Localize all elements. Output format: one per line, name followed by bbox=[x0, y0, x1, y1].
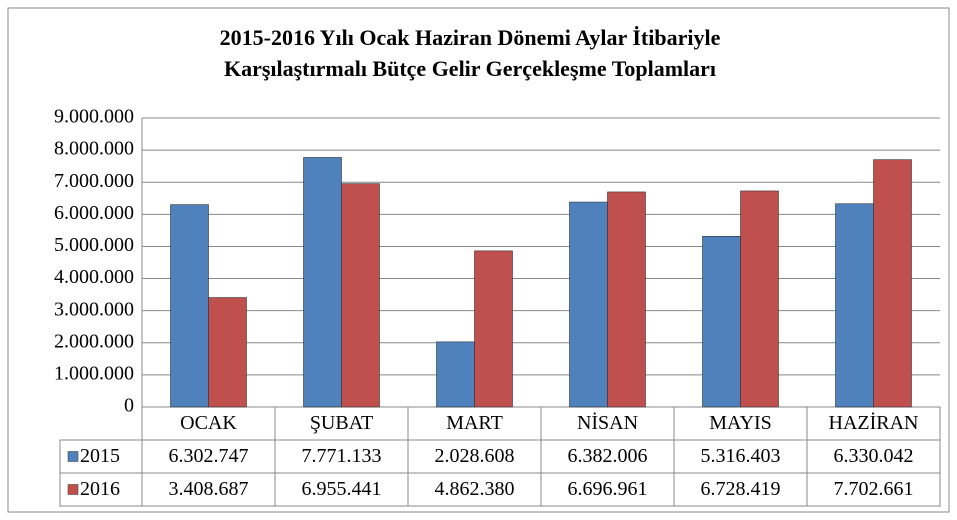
chart-title: 2015-2016 Yılı Ocak Haziran Dönemi Aylar… bbox=[220, 25, 721, 50]
table-value: 3.408.687 bbox=[169, 478, 249, 500]
table-value: 6.330.042 bbox=[834, 445, 914, 467]
y-tick-label: 8.000.000 bbox=[54, 138, 134, 160]
bar bbox=[436, 341, 475, 408]
y-tick-label: 2.000.000 bbox=[54, 330, 134, 352]
bar bbox=[873, 159, 912, 408]
x-tick-label: ŞUBAT bbox=[310, 412, 373, 434]
bar bbox=[341, 183, 380, 408]
bar bbox=[208, 297, 247, 408]
table-value: 6.302.747 bbox=[169, 445, 249, 467]
bar bbox=[569, 201, 608, 408]
bar bbox=[607, 191, 646, 408]
table-value: 4.862.380 bbox=[435, 478, 515, 500]
bar bbox=[170, 204, 209, 408]
bar bbox=[740, 190, 779, 408]
bar bbox=[702, 235, 741, 408]
y-tick-label: 4.000.000 bbox=[54, 266, 134, 288]
y-tick-label: 3.000.000 bbox=[54, 298, 134, 320]
table-value: 6.955.441 bbox=[302, 478, 382, 500]
bar bbox=[474, 250, 513, 408]
table-value: 7.702.661 bbox=[834, 478, 914, 500]
y-tick-label: 5.000.000 bbox=[54, 234, 134, 256]
legend-swatch bbox=[67, 484, 79, 495]
x-tick-label: MART bbox=[446, 412, 503, 434]
x-tick-label: NİSAN bbox=[577, 411, 638, 434]
x-tick-label: MAYIS bbox=[709, 412, 772, 434]
legend-label: 2016 bbox=[80, 478, 120, 500]
y-tick-label: 1.000.000 bbox=[54, 362, 134, 384]
chart-title: Karşılaştırmalı Bütçe Gelir Gerçekleşme … bbox=[224, 56, 716, 81]
y-tick-label: 6.000.000 bbox=[54, 202, 134, 224]
table-value: 6.728.419 bbox=[701, 478, 781, 500]
legend-swatch bbox=[67, 451, 79, 462]
x-tick-label: OCAK bbox=[180, 412, 237, 434]
y-tick-label: 9.000.000 bbox=[54, 106, 134, 128]
table-value: 2.028.608 bbox=[435, 445, 515, 467]
table-value: 6.696.961 bbox=[568, 478, 648, 500]
table-value: 7.771.133 bbox=[302, 445, 382, 467]
bar bbox=[835, 203, 874, 408]
x-tick-label: HAZİRAN bbox=[829, 411, 919, 434]
y-tick-label: 0 bbox=[124, 395, 134, 417]
bar bbox=[303, 157, 342, 408]
table-value: 5.316.403 bbox=[701, 445, 781, 467]
table-value: 6.382.006 bbox=[568, 445, 648, 467]
y-tick-label: 7.000.000 bbox=[54, 170, 134, 192]
legend-label: 2015 bbox=[80, 445, 120, 467]
